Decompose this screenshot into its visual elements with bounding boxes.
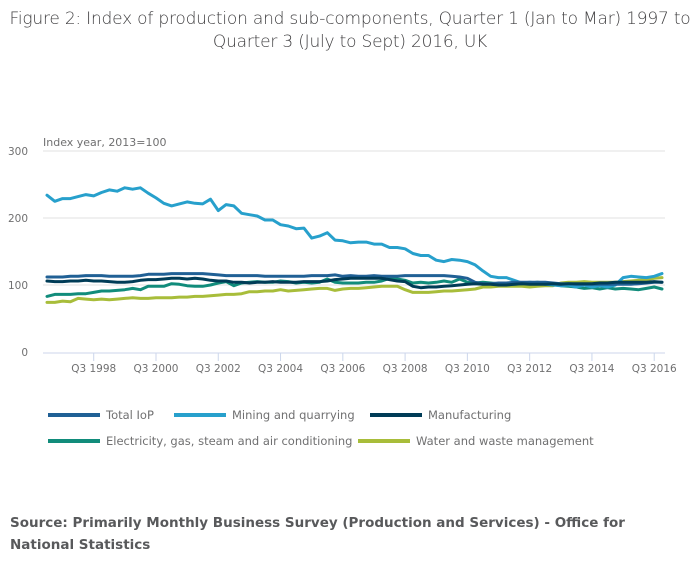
legend-label: Electricity, gas, steam and air conditio…	[106, 434, 353, 448]
x-tick-label: Q3 2016	[632, 363, 677, 375]
legend-item-total-iop[interactable]: Total IoP	[48, 408, 154, 422]
y-tick-label: 100	[8, 280, 28, 292]
legend-item-electricity[interactable]: Electricity, gas, steam and air conditio…	[48, 434, 352, 448]
y-axis-label: Index year, 2013=100	[43, 136, 167, 149]
source-note: Source: Primarily Monthly Business Surve…	[10, 515, 625, 553]
legend-swatch	[48, 413, 100, 417]
legend-swatch	[174, 413, 226, 417]
legend-item-mining-and-quarrying[interactable]: Mining and quarrying	[174, 408, 355, 422]
grid-lines	[43, 150, 665, 286]
y-axis: 0 100 200 300	[8, 146, 28, 359]
series-line-mining-and-quarrying[interactable]	[45, 186, 664, 289]
legend-swatch	[358, 439, 410, 443]
legend-item-water-and-waste[interactable]: Water and waste management	[358, 434, 594, 448]
y-tick-label: 200	[8, 213, 28, 225]
x-tick-label: Q3 1998	[71, 363, 116, 375]
legend-label: Mining and quarrying	[232, 408, 355, 422]
legend-label: Total IoP	[106, 408, 154, 422]
x-tick-label: Q3 2010	[445, 363, 490, 375]
legend-label: Manufacturing	[428, 408, 512, 422]
legend-swatch	[48, 439, 100, 443]
series-line-manufacturing[interactable]	[45, 276, 664, 290]
series-lines	[45, 186, 664, 304]
x-axis: Q3 1998 Q3 2000 Q3 2002 Q3 2004 Q3 2006 Q3 20…	[43, 352, 677, 375]
x-tick-label: Q3 2002	[196, 363, 241, 375]
x-tick-label: Q3 2000	[133, 363, 178, 375]
legend-label: Water and waste management	[416, 434, 594, 448]
x-tick-label: Q3 2004	[258, 363, 303, 375]
y-tick-label: 0	[21, 347, 28, 359]
x-tick-label: Q3 2014	[569, 363, 614, 375]
x-tick-label: Q3 2008	[383, 363, 428, 375]
legend-item-manufacturing[interactable]: Manufacturing	[370, 408, 511, 422]
x-tick-label: Q3 2012	[507, 363, 552, 375]
legend-swatch	[370, 413, 422, 417]
chart-title: Figure 2: Index of production and sub-co…	[9, 9, 691, 52]
y-tick-label: 300	[8, 146, 28, 158]
x-tick-label: Q3 2006	[320, 363, 365, 375]
